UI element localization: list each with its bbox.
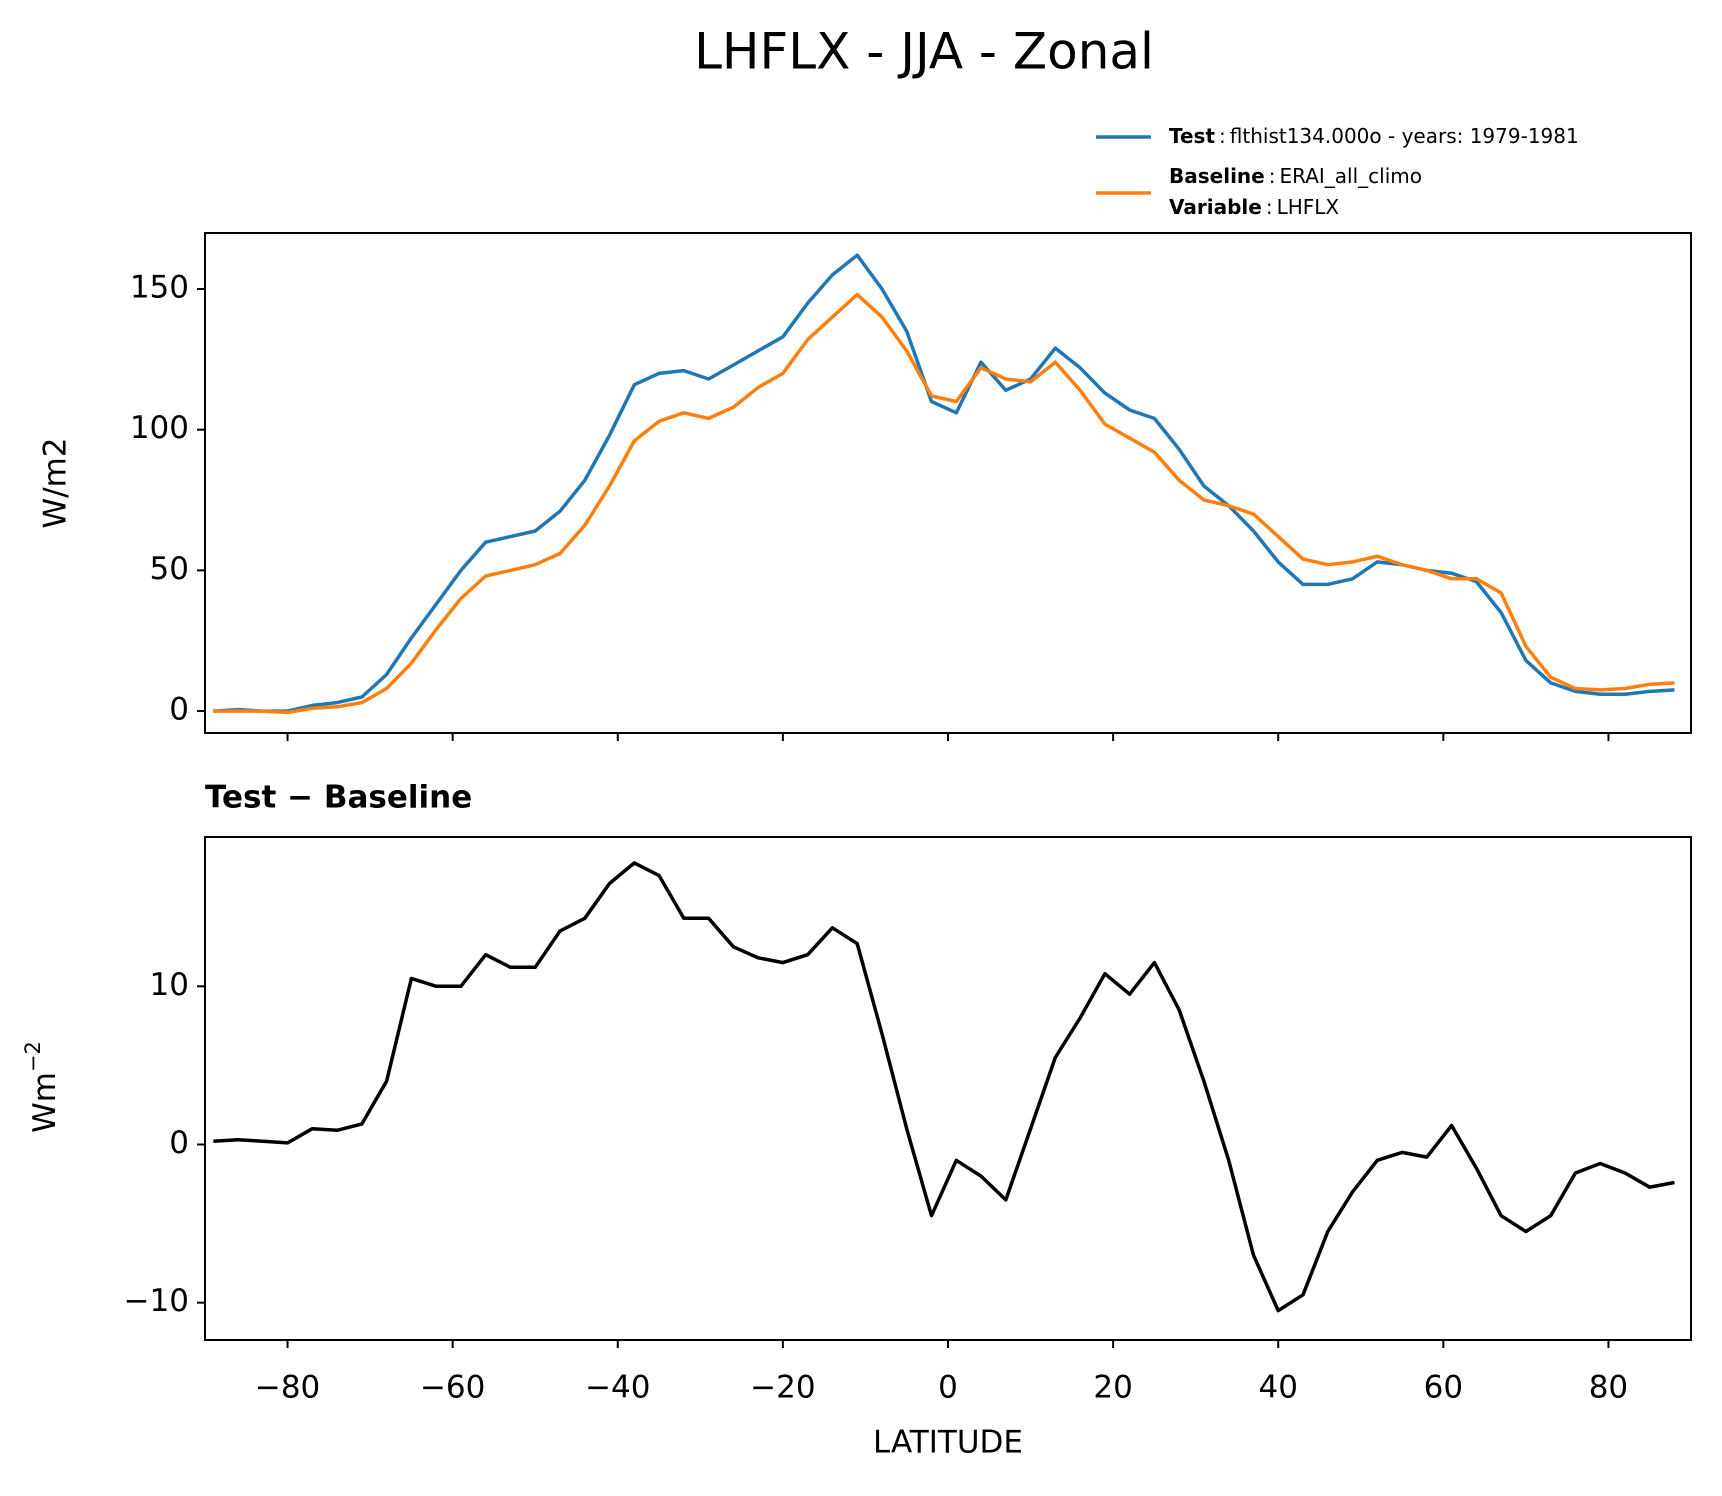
y-axis-label: W/m2 xyxy=(38,437,74,528)
x-axis-label: LATITUDE xyxy=(873,1425,1023,1461)
y-tick-label: 100 xyxy=(130,410,189,446)
legend-sep: : xyxy=(1269,164,1276,188)
y-tick-label: 0 xyxy=(169,692,189,728)
y-tick-label: 0 xyxy=(169,1125,189,1161)
legend-name: Variable xyxy=(1169,195,1262,219)
y-axis-label-base: Wm xyxy=(27,1072,63,1133)
x-tick-label: −80 xyxy=(255,1370,320,1406)
subplot-title: Test − Baseline xyxy=(205,780,472,816)
x-tick-label: 80 xyxy=(1589,1370,1628,1406)
figure-title: LHFLX - JJA - Zonal xyxy=(694,23,1154,81)
x-tick-label: −20 xyxy=(750,1370,815,1406)
y-axis-label: Wm−2 xyxy=(21,1041,63,1133)
legend-desc: flthist134.000o - years: 1979-1981 xyxy=(1230,124,1579,148)
y-axis-label-superscript: −2 xyxy=(21,1041,45,1072)
legend-name: Baseline xyxy=(1169,164,1265,188)
y-tick-label: −10 xyxy=(124,1283,189,1319)
y-tick-label: 150 xyxy=(130,269,189,305)
legend-sep: : xyxy=(1219,124,1226,148)
legend-label: Baseline: ERAI_all_climo xyxy=(1169,164,1422,188)
x-tick-label: −40 xyxy=(585,1370,650,1406)
legend-label: Test: flthist134.000o - years: 1979-1981 xyxy=(1169,124,1579,148)
y-tick-label: 50 xyxy=(150,551,189,587)
axes-frame xyxy=(204,232,1692,734)
legend-label: Variable: LHFLX xyxy=(1169,195,1339,219)
series-line xyxy=(213,253,1675,713)
legend-desc: ERAI_all_climo xyxy=(1279,164,1422,188)
x-tick-label: 20 xyxy=(1093,1370,1132,1406)
x-tick-label: 60 xyxy=(1424,1370,1463,1406)
legend-sep: : xyxy=(1266,195,1273,219)
legend-desc: LHFLX xyxy=(1277,195,1340,219)
y-tick-label: 10 xyxy=(150,967,189,1003)
x-tick-label: −60 xyxy=(420,1370,485,1406)
series-line xyxy=(213,292,1675,715)
legend-name: Test xyxy=(1169,124,1215,148)
axes-frame xyxy=(204,836,1692,1341)
x-tick-label: 0 xyxy=(938,1370,958,1406)
x-tick-label: 40 xyxy=(1258,1370,1297,1406)
series-line xyxy=(213,861,1675,1313)
